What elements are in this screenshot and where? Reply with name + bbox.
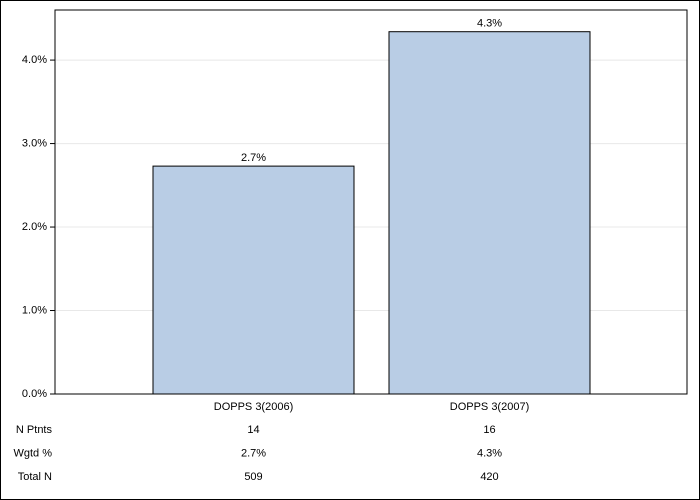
table-cell: 16 [483, 424, 495, 436]
table-row-label: N Ptnts [16, 424, 53, 436]
bar [152, 165, 355, 395]
y-tick-label: 3.0% [22, 137, 47, 149]
table-cell: 420 [480, 471, 498, 483]
value-label: 2.7% [241, 152, 266, 164]
table-cell: 2.7% [241, 447, 266, 459]
table-row-label: Total N [18, 471, 52, 483]
y-tick-label: 4.0% [22, 54, 47, 66]
table-cell: 4.3% [477, 447, 502, 459]
value-label: 4.3% [477, 18, 502, 30]
y-tick-label: 1.0% [22, 304, 47, 316]
table-cell: 509 [244, 471, 262, 483]
y-tick-label: 2.0% [22, 221, 47, 233]
plot-frame [54, 9, 688, 395]
x-tick-label: DOPPS 3(2006) [214, 401, 293, 413]
y-tick-label: 0.0% [22, 388, 47, 400]
table-row-label: Wgtd % [13, 447, 52, 459]
x-tick-label: DOPPS 3(2007) [450, 401, 529, 413]
bar [388, 31, 591, 395]
table-cell: 14 [247, 424, 259, 436]
